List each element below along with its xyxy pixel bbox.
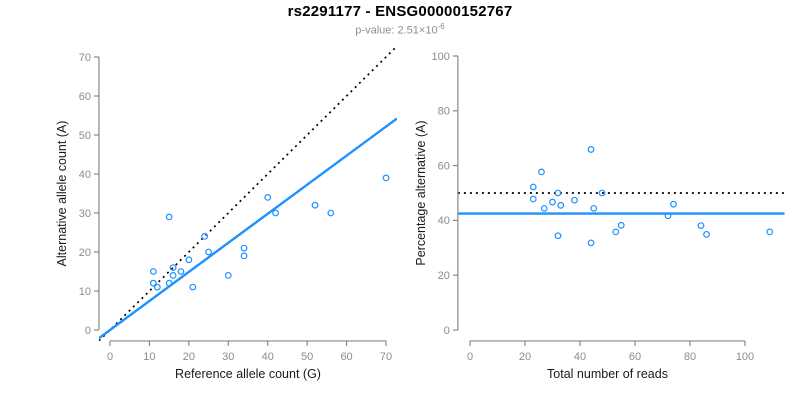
x-tick-label: 30 (222, 351, 234, 363)
data-point (177, 268, 185, 275)
data-point (664, 212, 672, 220)
y-axis: 0 20 40 60 80 100 Percentage alternative (A) (414, 51, 459, 337)
x-tick-label: 80 (684, 351, 696, 363)
pvalue-text: p-value: 2.51×10 (355, 24, 438, 37)
x-tick-label: 0 (467, 351, 473, 363)
figure-title: rs2291177 - ENSG00000152767 (287, 3, 513, 20)
data-point (540, 204, 548, 212)
allele-count-scatter: 0 10 20 30 40 50 60 70 Reference allele count (G… (55, 46, 398, 381)
y-tick-label: 60 (79, 91, 91, 103)
data-point (165, 279, 173, 287)
x-axis-title: Total number of reads (547, 367, 668, 381)
y-axis: 0 10 20 30 40 50 60 70 Alternative allele count … (55, 52, 100, 337)
data-point (201, 232, 209, 240)
data-point (272, 209, 280, 217)
data-point (549, 198, 556, 206)
data-point (538, 168, 545, 176)
data-points (149, 174, 390, 291)
y-tick-label: 70 (79, 52, 91, 64)
x-tick-label: 40 (262, 351, 274, 363)
data-points (529, 146, 774, 247)
reference-lines (98, 46, 398, 341)
data-point (311, 201, 319, 209)
data-point (382, 174, 390, 182)
data-point (169, 264, 177, 272)
data-point (327, 209, 335, 217)
y-tick-label: 0 (444, 325, 450, 337)
y-tick-label: 50 (79, 130, 91, 142)
data-point (598, 189, 606, 197)
x-tick-label: 40 (574, 351, 586, 363)
data-point (587, 239, 595, 247)
x-tick-label: 50 (301, 351, 313, 363)
x-tick-label: 20 (183, 351, 195, 363)
x-tick-label: 0 (107, 351, 113, 363)
data-point (224, 272, 232, 279)
data-point (590, 204, 598, 212)
data-point (554, 189, 562, 197)
x-tick-label: 20 (519, 351, 531, 363)
y-tick-label: 60 (438, 160, 450, 172)
data-point (149, 279, 157, 287)
data-point (587, 146, 595, 153)
x-axis-title: Reference allele count (G) (175, 367, 321, 381)
x-tick-label: 100 (736, 351, 754, 363)
data-point (697, 222, 705, 230)
identity-line (98, 46, 398, 341)
data-point (766, 228, 774, 236)
y-tick-label: 40 (79, 169, 91, 181)
y-tick-label: 0 (85, 325, 91, 337)
y-tick-label: 80 (438, 106, 450, 118)
x-tick-label: 70 (380, 351, 392, 363)
data-point (240, 244, 248, 252)
data-point (189, 283, 197, 291)
data-point (149, 268, 157, 275)
data-point (703, 230, 710, 238)
data-point (153, 283, 161, 291)
pvalue-exponent: -6 (437, 22, 445, 31)
figure-subtitle: p-value: 2.51×10-6 (0, 22, 800, 37)
data-point (169, 272, 177, 279)
data-point (264, 193, 272, 201)
x-axis: 0 20 40 60 80 100 Total number of reads (467, 340, 754, 381)
data-point (240, 252, 248, 260)
data-point (612, 228, 620, 236)
x-tick-label: 60 (629, 351, 641, 363)
reference-lines (457, 192, 785, 215)
x-axis: 0 10 20 30 40 50 60 70 Reference allele count (G… (107, 340, 392, 381)
y-tick-label: 40 (438, 215, 450, 227)
y-tick-label: 20 (79, 247, 91, 259)
percentage-reads-scatter: 0 20 40 60 80 100 Total number of reads 0 20 40 60… (414, 51, 785, 381)
data-point (205, 248, 212, 256)
x-tick-label: 10 (143, 351, 155, 363)
y-tick-label: 20 (438, 270, 450, 282)
data-point (529, 183, 537, 191)
y-axis-title: Alternative allele count (A) (55, 121, 69, 267)
x-tick-label: 60 (340, 351, 352, 363)
data-point (165, 213, 173, 221)
data-point (554, 232, 562, 240)
fit-line (98, 117, 398, 340)
data-point (185, 256, 193, 264)
y-tick-label: 100 (432, 51, 450, 63)
y-tick-label: 30 (79, 208, 91, 220)
y-axis-title: Percentage alternative (A) (414, 120, 428, 265)
data-point (529, 195, 537, 203)
y-tick-label: 10 (79, 286, 91, 298)
data-point (571, 196, 578, 204)
data-point (617, 221, 625, 229)
data-point (670, 200, 677, 208)
data-point (557, 201, 565, 209)
